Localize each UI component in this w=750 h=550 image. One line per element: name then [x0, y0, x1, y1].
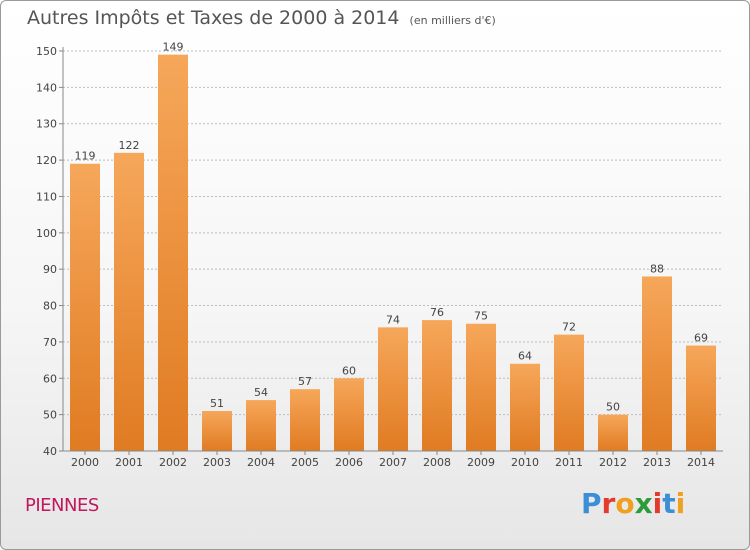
bar	[114, 152, 144, 451]
y-tick-label: 40	[43, 445, 57, 458]
y-tick-label: 80	[43, 300, 57, 313]
label-layer: 119 2000 122 2001 149 2002 51 2003 54 2004 57 2005 6…	[71, 41, 715, 469]
x-tick-label: 2006	[335, 456, 363, 469]
y-tick-label: 50	[43, 409, 57, 422]
bar	[554, 334, 584, 451]
y-tick-label: 110	[36, 190, 57, 203]
x-tick-label: 2014	[687, 456, 715, 469]
bar-value-label: 51	[210, 397, 224, 410]
bar	[158, 54, 188, 452]
bar-value-label: 64	[518, 350, 532, 363]
bar	[466, 323, 496, 451]
commune-name: PIENNES	[25, 495, 99, 516]
bar-value-label: 122	[119, 139, 140, 152]
chart-title: Autres Impôts et Taxes de 2000 à 2014 (e…	[27, 7, 496, 29]
logo-letter: o	[615, 487, 635, 520]
bar	[70, 163, 100, 451]
x-tick-label: 2009	[467, 456, 495, 469]
proxiti-logo: Proxiti	[581, 487, 685, 520]
bar	[422, 320, 452, 451]
bar	[246, 400, 276, 451]
bar	[334, 378, 364, 451]
bar	[510, 363, 540, 451]
bar-value-label: 57	[298, 375, 312, 388]
bar-value-label: 60	[342, 364, 356, 377]
x-tick-label: 2004	[247, 456, 275, 469]
logo-letter: x	[634, 487, 653, 520]
chart-title-text: Autres Impôts et Taxes de 2000 à 2014	[27, 7, 400, 29]
x-tick-label: 2002	[159, 456, 187, 469]
logo-letter: r	[601, 487, 616, 520]
x-tick-label: 2011	[555, 456, 583, 469]
bar	[598, 414, 628, 451]
logo-letter: t	[662, 487, 676, 520]
bar-value-label: 74	[386, 313, 400, 326]
bar-value-label: 149	[163, 41, 184, 54]
chart-title-unit: (en milliers d'€)	[409, 14, 496, 27]
x-tick-label: 2013	[643, 456, 671, 469]
bar-layer	[70, 54, 716, 452]
logo-letter: P	[581, 487, 602, 520]
x-tick-label: 2001	[115, 456, 143, 469]
bar-value-label: 72	[562, 321, 576, 334]
logo-letter: i	[652, 487, 663, 520]
x-tick-label: 2012	[599, 456, 627, 469]
y-tick-label: 100	[36, 227, 57, 240]
y-tick-label: 130	[36, 118, 57, 131]
bar-value-label: 119	[75, 150, 96, 163]
y-tick-label: 60	[43, 372, 57, 385]
y-tick-label: 70	[43, 336, 57, 349]
bar-value-label: 75	[474, 310, 488, 323]
bar	[202, 411, 232, 451]
bar	[642, 276, 672, 451]
bar-value-label: 88	[650, 262, 664, 275]
logo-letter: i	[675, 487, 686, 520]
x-tick-label: 2005	[291, 456, 319, 469]
bar-value-label: 50	[606, 401, 620, 414]
y-tick-label: 90	[43, 263, 57, 276]
y-tick-label: 150	[36, 45, 57, 58]
axis-layer: 40 50 60 70 80 90 100 110 120 130 140 150	[36, 45, 723, 458]
x-tick-label: 2003	[203, 456, 231, 469]
bar	[686, 345, 716, 451]
bar-value-label: 76	[430, 306, 444, 319]
x-tick-label: 2007	[379, 456, 407, 469]
y-tick-label: 140	[36, 81, 57, 94]
bar	[378, 327, 408, 451]
bar-value-label: 69	[694, 332, 708, 345]
y-tick-label: 120	[36, 154, 57, 167]
x-tick-label: 2000	[71, 456, 99, 469]
bar	[290, 389, 320, 451]
x-tick-label: 2010	[511, 456, 539, 469]
x-tick-label: 2008	[423, 456, 451, 469]
bar-value-label: 54	[254, 386, 268, 399]
